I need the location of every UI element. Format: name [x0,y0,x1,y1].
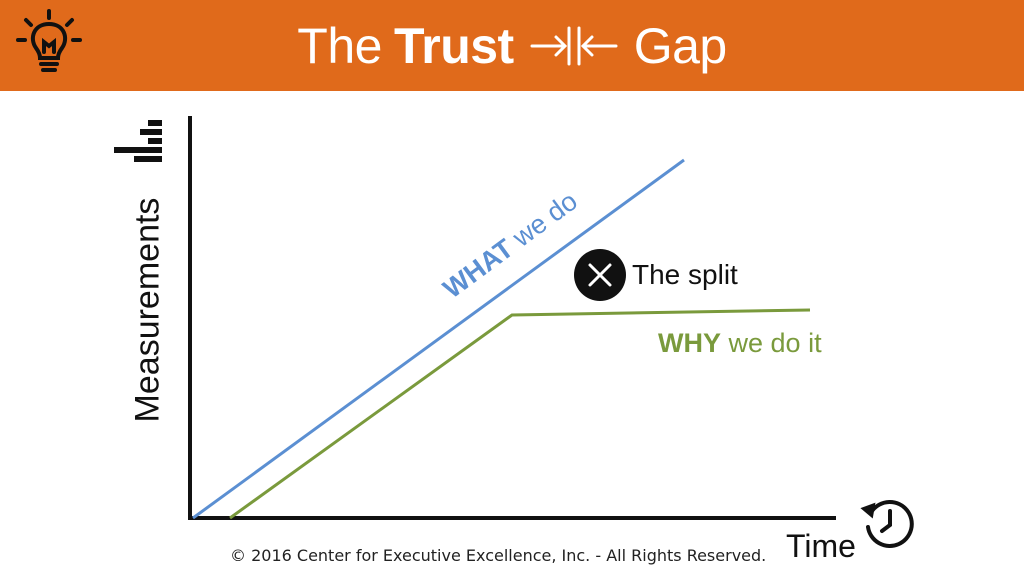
y-axis-label: Measurements [128,197,167,423]
bar-chart-icon [114,120,162,162]
title-suffix: Gap [633,17,728,74]
split-callout: The split [574,249,738,301]
copyright-notice: © 2016 Center for Executive Excellence, … [230,546,767,565]
x-circle-icon [574,249,626,301]
title-prefix: The [297,17,382,74]
why-line [229,308,811,520]
page-title: The Trust Gap [0,0,1024,91]
clock-history-icon [860,500,914,548]
converging-arrows-icon [530,26,618,65]
why-line-label: WHY we do it [658,328,822,359]
why-label-bold: WHY [658,328,721,358]
lightbulb-icon [16,9,82,72]
header-bar: The Trust Gap [0,0,1024,91]
split-label: The split [632,259,738,290]
what-line [192,158,685,520]
title-bold-word: Trust [393,17,514,74]
x-axis-label: Time [786,528,856,564]
why-label-rest: we do it [728,328,822,358]
